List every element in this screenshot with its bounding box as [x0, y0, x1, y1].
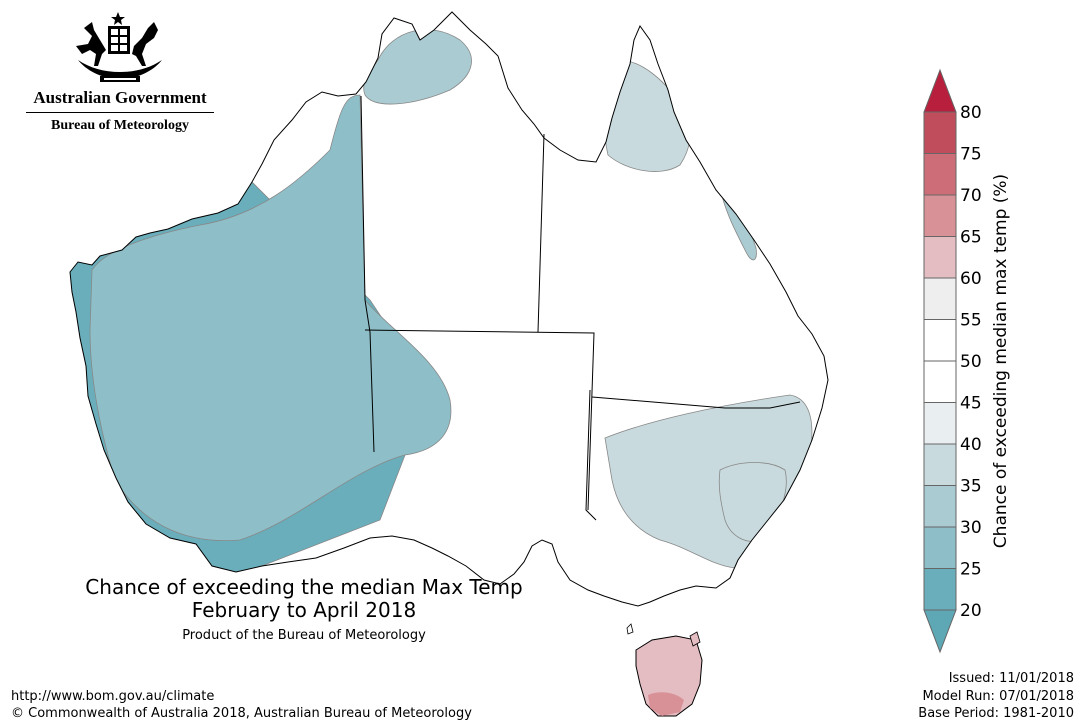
- state-border: [364, 329, 595, 511]
- colorbar-title: Chance of exceeding median max temp (%): [991, 174, 1011, 548]
- flinders-island: [689, 631, 701, 647]
- base-period: Base Period: 1981-2010: [918, 706, 1074, 721]
- map-product-note: Product of the Bureau of Meteorology: [182, 628, 426, 643]
- colorbar-swatch-40-45: [923, 402, 957, 445]
- forecast-zone: [603, 59, 691, 172]
- bureau-name: Bureau of Meteorology: [51, 118, 189, 133]
- colorbar-tick-label: 70: [960, 186, 982, 206]
- colorbar-swatch-70-75: [923, 153, 957, 196]
- footer-left: http://www.bom.gov.au/climate © Commonwe…: [11, 688, 472, 722]
- colorbar-swatch-25-30: [923, 526, 957, 569]
- forecast-zone: [363, 29, 472, 105]
- colorbar-lower-arrow: [923, 609, 957, 654]
- map-title: Chance of exceeding the median Max Temp: [85, 575, 523, 599]
- king-island: [626, 623, 634, 635]
- colorbar-swatch-20-25: [923, 568, 957, 611]
- model-run-date: Model Run: 07/01/2018: [922, 688, 1074, 704]
- copyright-text: © Commonwealth of Australia 2018, Austra…: [11, 706, 472, 721]
- colorbar-swatch-75-80: [923, 111, 957, 154]
- forecast-zone: [89, 94, 452, 542]
- colorbar-tick-label: 80: [960, 103, 982, 123]
- agency-name: Australian Government: [33, 88, 207, 107]
- colorbar-swatch-45-50: [923, 360, 957, 403]
- colorbar-swatch-60-65: [923, 236, 957, 279]
- issued-date: Issued: 11/01/2018: [948, 671, 1074, 686]
- colorbar-swatch-50-55: [923, 319, 957, 362]
- footer-right: Issued: 11/01/2018 Model Run: 07/01/2018…: [918, 670, 1074, 723]
- government-logo: Australian Government Bureau of Meteorol…: [22, 10, 218, 134]
- colorbar-tick-label: 30: [960, 518, 982, 538]
- colorbar-tick-label: 25: [960, 560, 982, 580]
- colorbar-swatch-55-60: [923, 277, 957, 320]
- state-border: [537, 133, 545, 333]
- colorbar-tick-label: 60: [960, 269, 982, 289]
- australia-coastline: [69, 11, 829, 607]
- state-border: [591, 396, 801, 409]
- bom-url-link[interactable]: http://www.bom.gov.au/climate: [11, 689, 215, 704]
- forecast-zone: [721, 195, 757, 261]
- colorbar-tick-label: 65: [960, 228, 982, 248]
- colorbar-tick-label: 20: [960, 601, 982, 621]
- state-border: [585, 389, 597, 521]
- colorbar-tick-label: 75: [960, 145, 982, 165]
- colorbar-swatch-35-40: [923, 443, 957, 486]
- colorbar-swatch-30-35: [923, 485, 957, 528]
- map-period: February to April 2018: [191, 598, 417, 622]
- colorbar-swatch-65-70: [923, 194, 957, 237]
- colorbar-tick-label: 35: [960, 477, 982, 497]
- colorbar-upper-arrow: [923, 68, 957, 113]
- colorbar-tick-label: 45: [960, 394, 982, 414]
- map-title-block: Chance of exceeding the median Max Temp …: [60, 575, 548, 644]
- state-border: [360, 95, 375, 453]
- colorbar-tick-label: 55: [960, 311, 982, 331]
- colorbar-tick-label: 40: [960, 435, 982, 455]
- coat-of-arms-icon: [76, 12, 162, 82]
- tasmania-south-zone: [648, 692, 684, 716]
- colorbar-tick-label: 50: [960, 352, 982, 372]
- colorbar-legend: 20 25 30 35 40 45 50 55 60 65 70 75 80 Chance of exce…: [923, 68, 1011, 654]
- logo-divider: [26, 112, 214, 113]
